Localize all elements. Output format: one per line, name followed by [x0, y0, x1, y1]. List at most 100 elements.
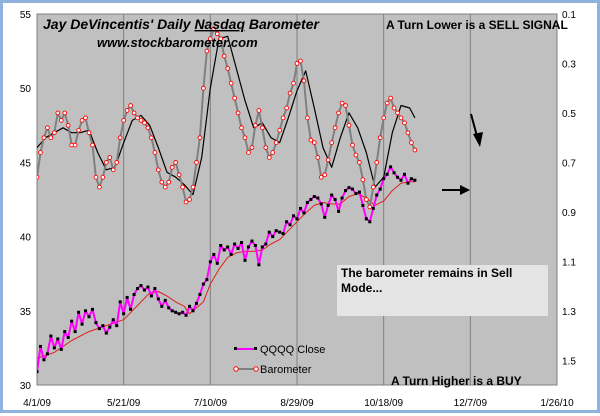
barometer-point — [117, 135, 123, 141]
barometer-point — [329, 140, 335, 145]
barometer-point — [180, 184, 185, 190]
y-right-tick-label: 0.1 — [562, 10, 576, 21]
qqqq-close-point — [139, 284, 143, 288]
qqqq-close-point — [236, 246, 240, 250]
qqqq-close-point — [292, 214, 296, 218]
y-right-tick-label: 0.9 — [562, 208, 576, 219]
barometer-point — [235, 110, 241, 116]
barometer-point — [204, 48, 210, 54]
sell-signal-annotation: A Turn Lower is a SELL SIGNAL — [386, 18, 568, 32]
qqqq-close-point — [274, 229, 278, 233]
barometer-point — [339, 100, 345, 106]
qqqq-close-point — [163, 298, 167, 302]
qqqq-close-point — [97, 327, 101, 331]
barometer-point — [301, 78, 307, 84]
barometer-point — [305, 115, 310, 121]
x-tick-label: 8/29/09 — [280, 398, 314, 409]
barometer-point — [287, 90, 293, 96]
barometer-point — [391, 105, 397, 111]
barometer-point — [51, 130, 57, 136]
qqqq-close-point — [226, 245, 230, 249]
barometer-point — [332, 125, 338, 131]
qqqq-close-point — [125, 295, 129, 299]
barometer-point — [128, 103, 133, 108]
qqqq-close-point — [37, 370, 39, 374]
barometer-point — [162, 184, 168, 190]
y-right-tick-label: 1.5 — [562, 356, 576, 367]
barometer-point — [381, 115, 387, 121]
barometer-point — [131, 110, 137, 116]
qqqq-close-point — [104, 331, 108, 335]
qqqq-close-point — [118, 300, 122, 304]
qqqq-close-point — [271, 235, 275, 239]
barometer-point — [124, 108, 130, 113]
barometer-point — [360, 177, 366, 183]
y-left-tick-label: 35 — [20, 307, 32, 318]
qqqq-close-point — [212, 252, 216, 256]
barometer-point — [100, 174, 106, 180]
barometer-point — [38, 150, 43, 155]
title-suffix: Barometer — [245, 16, 320, 32]
qqqq-close-point — [406, 181, 410, 185]
qqqq-close-point — [188, 304, 192, 308]
qqqq-close-point — [267, 230, 271, 234]
barometer-point — [114, 160, 120, 165]
y-axis-right: 0.1 0.3 0.5 0.7 0.9 1.1 1.3 1.5 — [562, 10, 576, 367]
barometer-point — [402, 120, 407, 126]
barometer-point — [121, 118, 127, 123]
qqqq-close-point — [323, 215, 327, 219]
barometer-point — [187, 197, 192, 202]
barometer-point — [291, 80, 296, 86]
qqqq-close-point — [378, 187, 382, 191]
legend: QQQQ Close Barometer — [233, 344, 325, 376]
legend-item-barometer: Barometer — [233, 364, 312, 376]
qqqq-close-point — [246, 245, 250, 249]
barometer-point — [242, 135, 248, 141]
qqqq-close-point — [208, 260, 212, 264]
qqqq-close-point — [298, 206, 302, 210]
y-left-tick-label: 40 — [20, 233, 32, 244]
qqqq-close-point — [319, 202, 323, 206]
barometer-point — [249, 145, 255, 150]
barometer-point — [135, 115, 140, 121]
qqqq-close-point — [56, 337, 60, 341]
barometer-point — [308, 137, 314, 143]
qqqq-close-point — [66, 336, 70, 340]
qqqq-close-point — [253, 244, 257, 248]
barometer-point — [398, 115, 404, 121]
qqqq-close-point — [49, 334, 53, 338]
barometer-point — [325, 157, 331, 163]
gridlines — [123, 14, 471, 385]
y-right-tick-label: 0.3 — [562, 59, 576, 70]
qqqq-close-point — [257, 263, 261, 267]
barometer-point — [37, 174, 40, 180]
qqqq-close-point — [309, 198, 313, 201]
chart-title: Jay DeVincentis' Daily Nasdaq Barometer — [43, 16, 320, 32]
barometer-point — [357, 160, 362, 165]
qqqq-close-point — [385, 172, 389, 176]
qqqq-close-point — [87, 315, 91, 319]
barometer-point — [374, 160, 380, 165]
x-tick-label: 5/21/09 — [107, 398, 141, 409]
qqqq-close-point — [111, 318, 115, 322]
qqqq-close-point — [316, 196, 320, 200]
barometer-point — [155, 167, 161, 173]
qqqq-close-point — [222, 248, 226, 252]
qqqq-close-point — [354, 192, 358, 196]
series-layer — [37, 26, 418, 374]
qqqq-close-point — [413, 178, 417, 182]
qqqq-close-point — [371, 206, 375, 210]
barometer-point — [280, 115, 286, 121]
qqqq-close-point — [264, 242, 268, 246]
barometer-point — [58, 118, 64, 123]
barometer-point — [183, 199, 189, 205]
barometer-point — [346, 122, 352, 128]
title-prefix: Jay DeVincentis' Daily — [43, 16, 194, 32]
barometer-point — [266, 155, 272, 160]
qqqq-close-point — [122, 312, 126, 316]
barometer-point — [48, 135, 54, 141]
qqqq-close-point — [233, 242, 237, 246]
y-right-tick-label: 1.3 — [562, 307, 576, 318]
barometer-point — [138, 118, 144, 123]
barometer-point — [412, 147, 418, 153]
